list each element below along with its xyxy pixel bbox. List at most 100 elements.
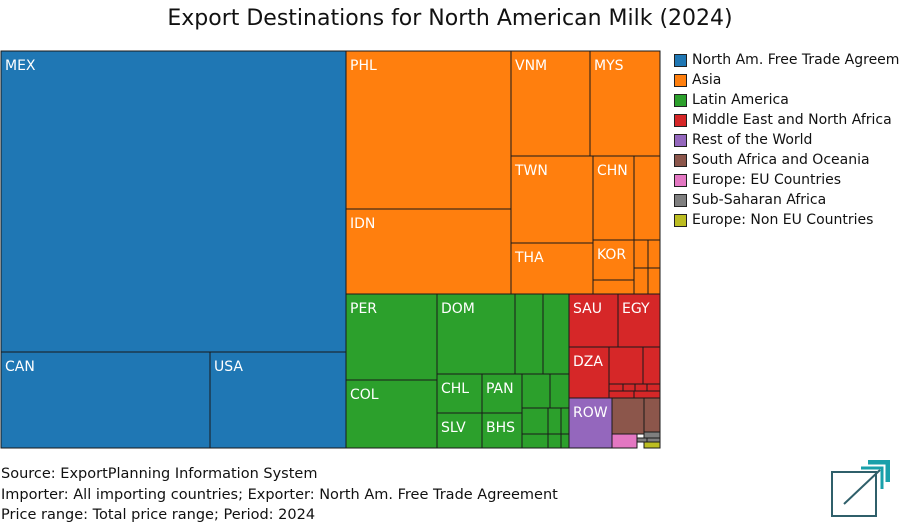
treemap-tile: CHN	[592, 155, 635, 241]
treemap-tile	[633, 155, 661, 241]
tile-rect	[568, 293, 619, 348]
treemap-tile	[647, 239, 661, 269]
legend-label: Latin America	[692, 92, 789, 108]
tile-label: SAU	[573, 301, 602, 317]
tile-label: PER	[350, 301, 377, 317]
tile-rect	[608, 390, 635, 399]
legend-swatch	[674, 73, 687, 87]
tile-rect	[568, 397, 613, 449]
tile-label: SLV	[441, 420, 466, 436]
tile-label: KOR	[597, 247, 626, 263]
legend-swatch	[674, 133, 687, 147]
treemap-tile: KOR	[592, 239, 635, 281]
treemap-tile	[608, 346, 644, 385]
treemap-tile	[634, 383, 648, 392]
legend-label: Rest of the World	[692, 132, 813, 148]
tile-rect	[510, 242, 594, 295]
treemap-tile	[547, 433, 562, 449]
legend-item: Rest of the World	[674, 130, 900, 150]
legend-swatch	[674, 213, 687, 227]
treemap-tile: PAN	[481, 373, 523, 414]
tile-rect	[592, 239, 635, 281]
tile-rect	[646, 383, 661, 392]
tile-rect	[643, 441, 661, 449]
tile-rect	[592, 155, 635, 241]
treemap-tile: COL	[345, 379, 438, 449]
tile-rect	[209, 351, 347, 449]
tile-label: USA	[214, 359, 243, 375]
treemap-tile: PER	[345, 293, 438, 381]
tile-rect	[643, 397, 661, 433]
treemap-tile: VNM	[510, 50, 591, 157]
tile-label: TWN	[514, 163, 548, 179]
treemap-tile	[636, 437, 648, 443]
tile-label: EGY	[622, 301, 650, 317]
legend-label: North Am. Free Trade Agreement	[692, 52, 900, 68]
tile-label: DZA	[573, 354, 603, 370]
importer-text: Importer: All importing countries; Expor…	[1, 486, 558, 503]
treemap-tile	[521, 373, 551, 409]
tile-rect	[634, 383, 648, 392]
tile-rect	[589, 50, 661, 157]
tile-rect	[611, 433, 638, 449]
tile-rect	[611, 397, 645, 435]
legend-item: North Am. Free Trade Agreement	[674, 50, 900, 70]
tile-rect	[481, 373, 523, 414]
legend-label: Europe: EU Countries	[692, 172, 842, 188]
tile-rect	[617, 293, 661, 348]
legend-label: Asia	[692, 72, 722, 88]
tile-rect	[643, 431, 661, 439]
legend-item: South Africa and Oceania	[674, 150, 900, 170]
tile-rect	[510, 155, 594, 244]
tile-rect	[633, 390, 661, 399]
tile-rect	[0, 50, 347, 353]
treemap-tile	[646, 437, 661, 443]
tile-rect	[481, 412, 523, 449]
treemap-tile	[647, 267, 661, 295]
tile-label: PAN	[486, 381, 514, 397]
legend-item: Europe: EU Countries	[674, 170, 900, 190]
treemap-tile	[633, 239, 649, 269]
treemap-tile: SLV	[436, 412, 483, 449]
tile-label: VNM	[515, 58, 547, 74]
tile-rect	[514, 293, 544, 375]
tile-rect	[646, 437, 661, 443]
legend: North Am. Free Trade Agreement Asia Latin …	[674, 50, 900, 230]
tile-rect	[345, 379, 438, 449]
treemap-tile: DOM	[436, 293, 516, 375]
treemap-tile: BHS	[481, 412, 523, 449]
tile-rect	[521, 373, 551, 409]
legend-label: Middle East and North Africa	[692, 112, 892, 128]
treemap-tile: TWN	[510, 155, 594, 244]
treemap-tile: CHL	[436, 373, 483, 414]
legend-item: Middle East and North Africa	[674, 110, 900, 130]
tile-rect	[521, 433, 549, 449]
treemap-tile	[643, 441, 661, 449]
tile-rect	[592, 279, 635, 295]
treemap-tile	[633, 267, 649, 295]
logo-icon	[831, 460, 890, 517]
treemap-tile	[608, 383, 624, 392]
legend-swatch	[674, 113, 687, 127]
tile-rect	[642, 346, 661, 385]
legend-swatch	[674, 193, 687, 207]
source-text: Source: ExportPlanning Information Syste…	[1, 466, 318, 482]
treemap-tile	[560, 407, 570, 435]
legend-item: Europe: Non EU Countries	[674, 210, 900, 230]
treemap-tile	[646, 383, 661, 392]
tile-label: THA	[514, 250, 544, 266]
treemap-tile	[642, 346, 661, 385]
treemap-tile: MEX	[0, 50, 347, 353]
tile-label: BHS	[486, 420, 515, 436]
tile-rect	[345, 50, 512, 210]
legend-label: Sub-Saharan Africa	[692, 192, 827, 208]
treemap-tile	[611, 397, 645, 435]
treemap-tile	[514, 293, 544, 375]
tile-label: CHL	[441, 381, 469, 397]
legend-item: Asia	[674, 70, 900, 90]
tile-rect	[547, 433, 562, 449]
tile-rect	[521, 407, 549, 435]
treemap-tile: SAU	[568, 293, 619, 348]
treemap-tile: CAN	[0, 351, 211, 449]
